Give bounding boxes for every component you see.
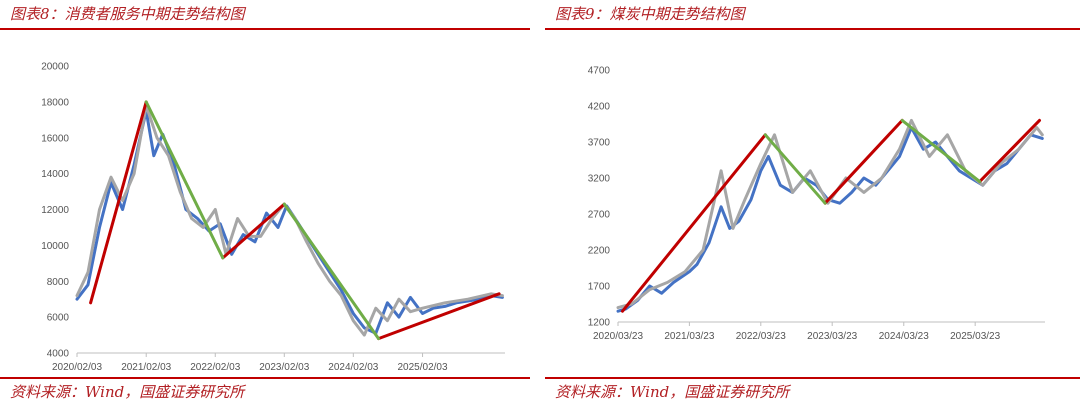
chart-title: 图表9：煤炭中期走势结构图 — [555, 5, 745, 23]
smooth-series-line — [75, 104, 504, 337]
y-tick-label: 1700 — [588, 282, 611, 293]
y-tick-label: 4700 — [588, 66, 611, 77]
y-tick-label: 4000 — [47, 349, 70, 360]
y-tick-label: 20000 — [41, 62, 69, 73]
y-tick-label: 2200 — [588, 246, 611, 257]
source-divider — [0, 377, 530, 379]
y-tick-label: 3700 — [588, 138, 611, 149]
up-series-line — [221, 202, 286, 260]
x-tick-label: 2025/02/03 — [398, 362, 448, 373]
y-tick-label: 12000 — [41, 205, 69, 216]
y-tick-label: 18000 — [41, 97, 69, 108]
x-tick-label: 2024/02/03 — [328, 362, 378, 373]
up-series-line — [978, 118, 1041, 184]
up-series-line — [621, 133, 767, 313]
y-tick-label: 1200 — [588, 318, 611, 329]
source-note: 资料来源：Wind，国盛证券研究所 — [10, 383, 245, 401]
title-divider — [545, 28, 1080, 30]
up-series-line — [377, 292, 501, 341]
y-tick-label: 8000 — [47, 277, 70, 288]
price-series-line — [616, 126, 1044, 313]
down-series-line — [763, 133, 827, 205]
y-tick-label: 14000 — [41, 169, 69, 180]
y-tick-label: 10000 — [41, 241, 69, 252]
smooth-series-line — [616, 118, 1044, 310]
x-tick-label: 2020/02/03 — [52, 362, 102, 373]
x-tick-label: 2020/03/23 — [593, 331, 643, 342]
x-tick-label: 2022/02/03 — [190, 362, 240, 373]
x-tick-label: 2021/03/23 — [664, 331, 714, 342]
chart-title: 图表8：消费者服务中期走势结构图 — [10, 5, 245, 23]
title-divider — [0, 28, 530, 30]
consumer-services-chart: 4000 6000 8000 10000 12000 14000 16000 18000 200… — [41, 62, 505, 373]
x-tick-label: 2024/03/23 — [879, 331, 929, 342]
coal-chart: 1200 1700 2200 2700 3200 3700 4200 4700 2020/03/… — [588, 66, 1045, 342]
down-series-line — [900, 118, 982, 184]
x-tick-label: 2023/02/03 — [259, 362, 309, 373]
x-tick-label: 2021/02/03 — [121, 362, 171, 373]
y-tick-label: 6000 — [47, 313, 70, 324]
x-tick-label: 2025/03/23 — [950, 331, 1000, 342]
up-series-line — [89, 100, 148, 305]
y-tick-label: 2700 — [588, 210, 611, 221]
up-series-line — [823, 118, 904, 205]
chart-panel-coal: 图表9：煤炭中期走势结构图 1200 1700 2200 2700 3200 3700 42… — [545, 0, 1080, 405]
down-series-line — [144, 100, 225, 260]
x-tick-label: 2023/03/23 — [807, 331, 857, 342]
x-tick-label: 2022/03/23 — [736, 331, 786, 342]
source-divider — [545, 377, 1080, 379]
y-tick-label: 4200 — [588, 102, 611, 113]
source-note: 资料来源：Wind，国盛证券研究所 — [555, 383, 790, 401]
chart-panel-consumer-services: 图表8：消费者服务中期走势结构图 4000 6000 8000 10000 12000 1… — [0, 0, 530, 405]
y-tick-label: 3200 — [588, 174, 611, 185]
y-tick-label: 16000 — [41, 133, 69, 144]
down-series-line — [282, 202, 380, 341]
